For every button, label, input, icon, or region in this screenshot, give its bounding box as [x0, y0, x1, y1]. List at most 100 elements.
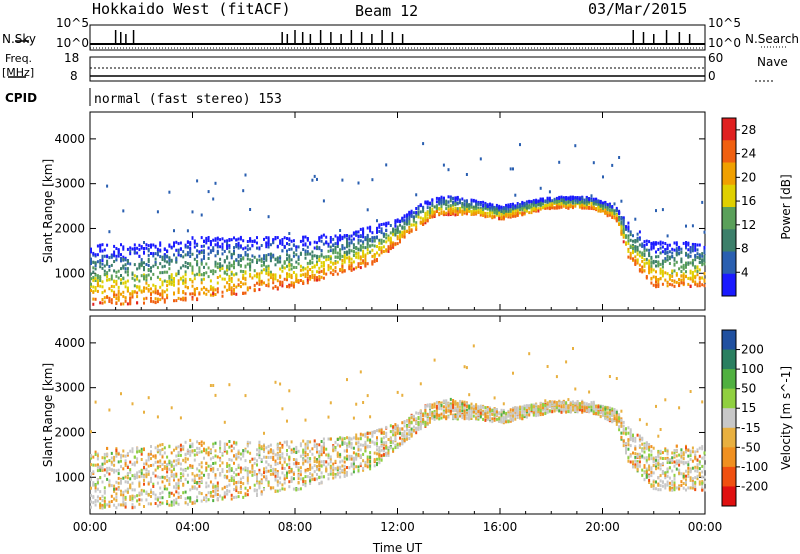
heatmap-cell — [263, 431, 265, 435]
heatmap-cell — [475, 206, 478, 210]
heatmap-cell — [216, 468, 219, 471]
heatmap-cell — [191, 478, 194, 482]
heatmap-cell — [346, 454, 348, 458]
heatmap-cell — [678, 278, 681, 281]
heatmap-cell — [244, 246, 247, 250]
heatmap-cell — [546, 206, 549, 210]
heatmap-cell — [329, 245, 332, 249]
heatmap-cell — [184, 273, 187, 277]
heatmap-cell — [299, 251, 302, 255]
heatmap-cell — [655, 280, 657, 284]
heatmap-cell — [276, 451, 279, 455]
heatmap-cell — [297, 449, 300, 453]
heatmap-cell — [297, 279, 300, 282]
heatmap-cell — [380, 250, 383, 254]
heatmap-cell — [680, 247, 683, 251]
heatmap-cell — [173, 291, 175, 295]
heatmap-cell — [509, 207, 512, 211]
heatmap-cell — [376, 444, 378, 448]
heatmap-cell — [214, 270, 217, 274]
heatmap-cell — [193, 245, 196, 249]
heatmap-cell — [406, 437, 408, 441]
heatmap-cell — [588, 206, 591, 210]
heatmap-cell — [246, 493, 249, 497]
heatmap-cell — [196, 272, 199, 276]
heatmap-cell — [627, 234, 630, 238]
heatmap-cell — [295, 245, 298, 249]
heatmap-cell — [327, 437, 330, 441]
heatmap-cell — [632, 247, 634, 250]
heatmap-cell — [179, 479, 182, 482]
heatmap-cell — [678, 246, 681, 250]
heatmap-cell — [212, 292, 215, 296]
heatmap-cell — [269, 273, 272, 277]
heatmap-cell — [99, 301, 102, 305]
heatmap-cell — [350, 268, 353, 272]
heatmap-cell — [502, 216, 505, 219]
heatmap-cell — [313, 439, 316, 443]
heatmap-cell — [263, 268, 265, 272]
heatmap-cell — [514, 212, 517, 216]
heatmap-cell — [230, 286, 233, 290]
heatmap-cell — [177, 296, 180, 300]
heatmap-cell — [336, 466, 339, 470]
heatmap-cell — [385, 232, 388, 236]
heatmap-cell — [161, 283, 164, 287]
heatmap-cell — [96, 469, 99, 473]
heatmap-cell — [150, 296, 152, 300]
heatmap-cell — [329, 455, 332, 459]
heatmap-cell — [493, 215, 496, 219]
heatmap-cell — [682, 272, 685, 276]
heatmap-cell — [408, 229, 411, 232]
heatmap-cell — [341, 438, 344, 442]
heatmap-cell — [150, 287, 152, 291]
heatmap-cell — [159, 248, 162, 252]
heatmap-cell — [643, 240, 646, 244]
heatmap-cell — [196, 287, 199, 290]
heatmap-cell — [454, 198, 457, 202]
heatmap-cell — [668, 277, 671, 281]
heatmap-cell — [276, 475, 279, 479]
heatmap-cell — [286, 275, 288, 279]
heatmap-cell — [136, 295, 139, 299]
heatmap-cell — [329, 266, 332, 270]
heatmap-cell — [198, 482, 201, 486]
heatmap-cell — [256, 488, 258, 492]
heatmap-cell — [281, 487, 284, 491]
heatmap-cell — [269, 472, 272, 476]
heatmap-cell — [514, 214, 517, 218]
heatmap-cell — [228, 274, 231, 278]
colorbar-segment — [722, 140, 736, 163]
heatmap-cell — [636, 258, 639, 262]
heatmap-cell — [203, 272, 205, 275]
heatmap-cell — [113, 244, 116, 248]
heatmap-cell — [311, 270, 314, 274]
heatmap-cell — [309, 252, 312, 256]
heatmap-cell — [406, 432, 408, 436]
heatmap-cell — [567, 204, 570, 207]
heatmap-cell — [408, 423, 411, 427]
heatmap-cell — [385, 228, 388, 232]
heatmap-cell — [161, 280, 164, 284]
heatmap-cell — [189, 488, 192, 492]
heatmap-cell — [627, 221, 630, 225]
heatmap-cell — [318, 454, 321, 458]
heatmap-cell — [92, 276, 95, 279]
heatmap-cell — [341, 436, 344, 440]
heatmap-cell — [99, 246, 102, 250]
heatmap-cell — [173, 229, 175, 233]
heatmap-cell — [129, 495, 132, 499]
heatmap-cell — [327, 453, 330, 457]
heatmap-cell — [110, 298, 113, 302]
heatmap-cell — [701, 263, 704, 267]
heatmap-cell — [175, 447, 178, 451]
heatmap-cell — [696, 266, 699, 270]
heatmap-cell — [122, 449, 125, 453]
heatmap-cell — [643, 258, 646, 262]
heatmap-cell — [124, 280, 127, 284]
heatmap-cell — [288, 462, 291, 466]
heatmap-cell — [442, 202, 445, 206]
heatmap-cell — [283, 481, 286, 485]
heatmap-cell — [152, 463, 155, 467]
heatmap-cell — [286, 285, 288, 289]
